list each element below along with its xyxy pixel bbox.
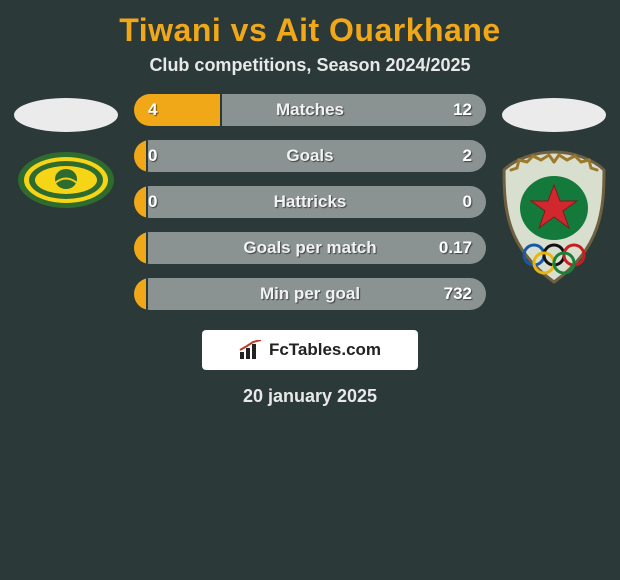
comparison-layout: 4 Matches 12 0 Goals 2 0 Hattricks 0 Goals per ma… (0, 94, 620, 324)
subtitle: Club competitions, Season 2024/2025 (0, 55, 620, 94)
left-team-crest (16, 150, 116, 210)
stat-label: Hattricks (274, 192, 347, 212)
right-player-avatar-placeholder (502, 98, 606, 132)
stat-bar-content: Goals per match 0.17 (134, 232, 486, 264)
stat-row: 0 Goals 2 (134, 140, 486, 172)
comparison-date: 20 january 2025 (0, 386, 620, 407)
stat-row: 0 Hattricks 0 (134, 186, 486, 218)
stat-label: Min per goal (260, 284, 360, 304)
stat-left-value: 0 (148, 146, 157, 166)
brand-text: FcTables.com (269, 340, 381, 360)
stat-left-value: 4 (148, 100, 157, 120)
stat-right-value: 0.17 (439, 238, 472, 258)
stat-label: Goals (286, 146, 333, 166)
stat-bars: 4 Matches 12 0 Goals 2 0 Hattricks 0 Goals per ma… (126, 94, 494, 324)
page-title: Tiwani vs Ait Ouarkhane (0, 0, 620, 55)
far-rabat-crest-icon (501, 150, 607, 286)
stat-row: 4 Matches 12 (134, 94, 486, 126)
stat-bar-content: 0 Goals 2 (134, 140, 486, 172)
stat-label: Goals per match (243, 238, 376, 258)
sundowns-crest-icon (16, 150, 116, 210)
stat-right-value: 0 (463, 192, 472, 212)
stat-bar-content: Min per goal 732 (134, 278, 486, 310)
stat-left-value: 0 (148, 192, 157, 212)
brand-chart-icon (239, 340, 263, 360)
left-player-avatar-placeholder (14, 98, 118, 132)
stat-bar-content: 4 Matches 12 (134, 94, 486, 126)
stat-label: Matches (276, 100, 344, 120)
stat-right-value: 732 (444, 284, 472, 304)
brand-badge: FcTables.com (202, 330, 418, 370)
stat-row: Min per goal 732 (134, 278, 486, 310)
stat-row: Goals per match 0.17 (134, 232, 486, 264)
right-player-column (494, 94, 614, 286)
left-player-column (6, 94, 126, 210)
stat-right-value: 12 (453, 100, 472, 120)
right-team-crest (501, 150, 607, 286)
stat-bar-content: 0 Hattricks 0 (134, 186, 486, 218)
stat-right-value: 2 (463, 146, 472, 166)
